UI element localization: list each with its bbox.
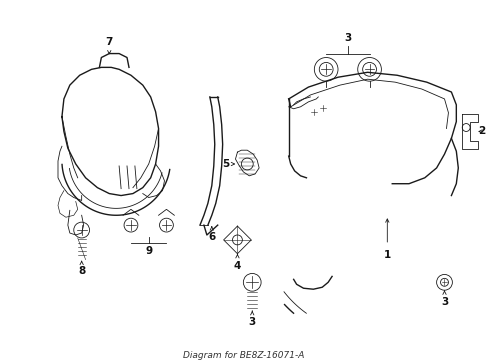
Text: 7: 7 <box>105 37 113 47</box>
Text: 5: 5 <box>222 159 229 169</box>
Text: 3: 3 <box>440 297 447 307</box>
Text: 4: 4 <box>233 261 241 271</box>
Text: 2: 2 <box>477 126 485 136</box>
Text: 6: 6 <box>208 232 215 242</box>
Text: 1: 1 <box>383 250 390 260</box>
Text: 3: 3 <box>248 317 255 327</box>
Text: 9: 9 <box>145 246 152 256</box>
Text: Diagram for BE8Z-16071-A: Diagram for BE8Z-16071-A <box>183 351 304 360</box>
Text: 8: 8 <box>78 266 85 276</box>
Text: 3: 3 <box>344 33 351 43</box>
